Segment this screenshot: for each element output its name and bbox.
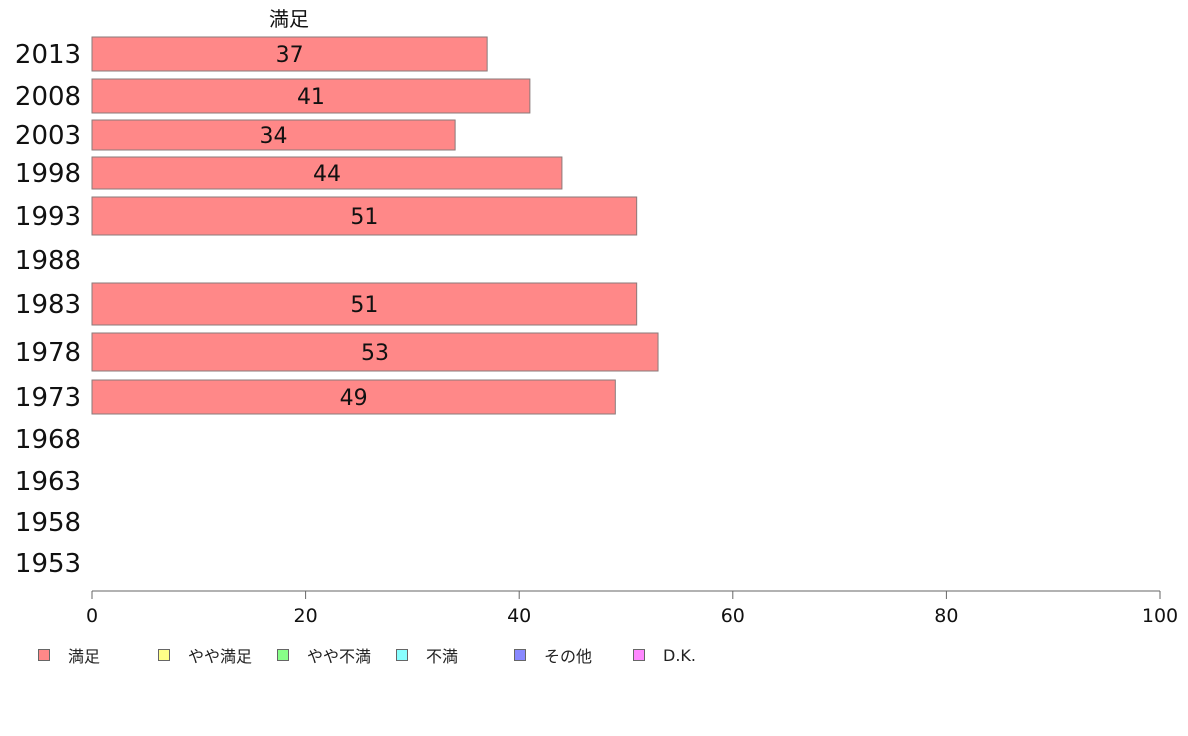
legend-item-somewhat-satisfied: やや満足 [158,644,252,666]
bar [91,282,638,326]
category-label: 1963 [15,467,81,497]
data-label: 49 [340,386,368,411]
legend-label: その他 [544,647,593,666]
legend-item-other: その他 [514,644,592,666]
legend-label: やや不満 [307,647,372,666]
category-label: 1973 [15,383,81,413]
data-label: 51 [350,205,378,230]
data-label: 34 [260,124,288,149]
legend-swatch [514,649,526,661]
legend-item-satisfied: 満足 [38,644,100,666]
chart-title: 満足 [269,7,309,31]
bar [91,36,488,72]
data-label: 51 [350,293,378,318]
legend-label: D.K. [663,645,696,665]
legend-swatch [277,649,289,661]
category-label: 1968 [15,425,81,455]
legend-item-somewhat-dissatisfied: やや不満 [277,644,371,666]
category-label: 1958 [15,508,81,538]
bar [91,332,659,372]
bar [91,156,563,190]
category-label: 1993 [15,202,81,232]
category-label: 1953 [15,549,81,579]
x-tick-label: 20 [294,605,318,627]
category-label: 1978 [15,338,81,368]
x-tick-label: 100 [1142,605,1178,627]
legend-label: 不満 [426,647,459,666]
bar [91,78,531,114]
x-tick-label: 60 [721,605,745,627]
legend-item-dk: D.K. [633,644,696,666]
data-label: 53 [361,341,389,366]
legend-swatch [396,649,408,661]
category-label: 2003 [15,121,81,151]
data-label: 41 [297,85,325,110]
legend: 満足 やや満足 やや不満 不満 その他 D.K. [38,644,758,666]
x-tick-label: 40 [507,605,531,627]
bar [91,379,616,415]
x-tick-label: 80 [934,605,958,627]
legend-item-dissatisfied: 不満 [396,644,458,666]
legend-swatch [633,649,645,661]
x-tick-label: 0 [86,605,98,627]
category-label: 2013 [15,40,81,70]
bar-chart: 満足 2013 37 2008 41 2003 34 1998 44 1993 51 1988 1983… [15,7,1178,627]
category-label: 2008 [15,82,81,112]
category-label: 1983 [15,290,81,320]
bar [91,119,456,151]
legend-swatch [158,649,170,661]
category-label: 1988 [15,246,81,276]
legend-label: やや満足 [188,647,253,666]
data-label: 44 [313,162,341,187]
category-label: 1998 [15,159,81,189]
legend-label: 満足 [68,647,101,666]
legend-swatch [38,649,50,661]
data-label: 37 [276,43,304,68]
bar [91,196,638,236]
